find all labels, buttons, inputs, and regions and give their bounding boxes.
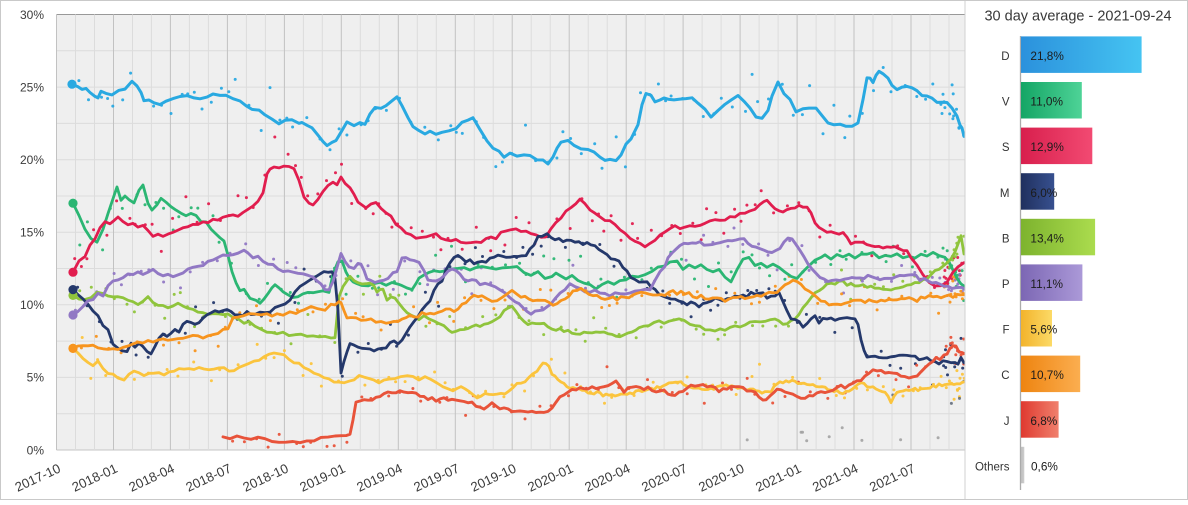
svg-text:P: P bbox=[1002, 279, 1010, 291]
svg-text:M: M bbox=[1000, 188, 1010, 200]
svg-text:20%: 20% bbox=[20, 153, 44, 167]
svg-text:11,0%: 11,0% bbox=[1030, 95, 1063, 109]
svg-text:V: V bbox=[1002, 97, 1010, 109]
svg-text:5%: 5% bbox=[27, 371, 45, 385]
svg-text:15%: 15% bbox=[20, 226, 44, 240]
svg-text:S: S bbox=[1002, 142, 1010, 154]
svg-text:11,1%: 11,1% bbox=[1030, 277, 1063, 291]
svg-text:13,4%: 13,4% bbox=[1030, 231, 1064, 245]
svg-text:6,0%: 6,0% bbox=[1030, 186, 1057, 200]
svg-text:25%: 25% bbox=[20, 80, 44, 94]
svg-text:F: F bbox=[1002, 325, 1009, 337]
svg-text:10%: 10% bbox=[20, 298, 44, 312]
svg-text:6,8%: 6,8% bbox=[1030, 414, 1057, 428]
svg-text:Others: Others bbox=[975, 461, 1010, 473]
svg-text:21,8%: 21,8% bbox=[1030, 49, 1064, 63]
svg-text:12,9%: 12,9% bbox=[1030, 140, 1064, 154]
svg-text:0,6%: 0,6% bbox=[1031, 459, 1058, 473]
svg-text:30 day average - 2021-09-24: 30 day average - 2021-09-24 bbox=[984, 8, 1171, 24]
svg-text:D: D bbox=[1001, 51, 1009, 63]
svg-text:C: C bbox=[1001, 370, 1009, 382]
svg-text:0%: 0% bbox=[27, 443, 45, 457]
svg-text:5,6%: 5,6% bbox=[1030, 323, 1057, 337]
svg-text:10,7%: 10,7% bbox=[1030, 368, 1064, 382]
svg-text:J: J bbox=[1004, 416, 1010, 428]
svg-text:30%: 30% bbox=[20, 8, 44, 22]
svg-text:B: B bbox=[1002, 233, 1010, 245]
